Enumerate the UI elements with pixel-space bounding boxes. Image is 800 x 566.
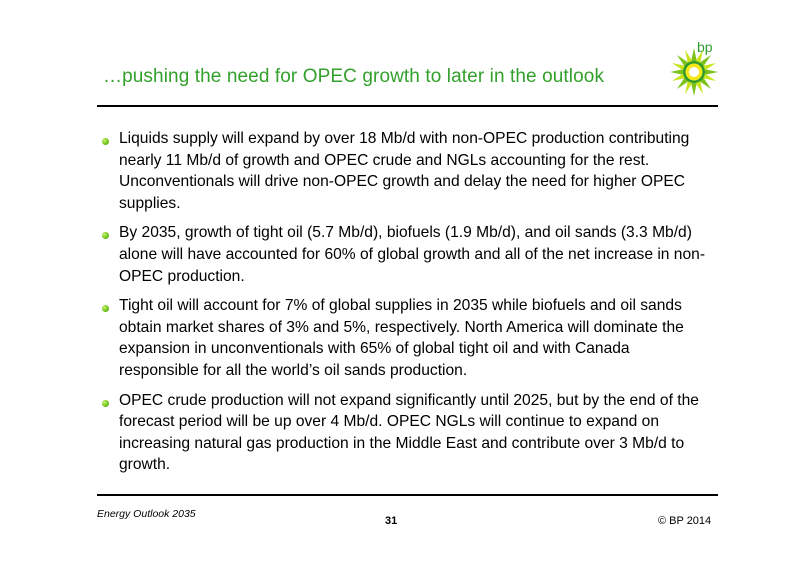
bullet-text: Liquids supply will expand by over 18 Mb… [119,130,690,212]
bullet-text: OPEC crude production will not expand si… [119,391,699,474]
footer-publication-title: Energy Outlook 2035 [97,508,196,520]
bullet-list: Liquids supply will expand by over 18 Mb… [102,128,712,484]
bullet-text: By 2035, growth of tight oil (5.7 Mb/d),… [119,224,706,285]
bullet-icon [102,138,109,145]
bullet-item: Liquids supply will expand by over 18 Mb… [102,128,712,214]
copyright-notice: © BP 2014 [658,515,712,527]
bullet-item: OPEC crude production will not expand si… [102,390,712,476]
bp-helios-logo-icon [670,48,718,96]
bullet-icon [102,305,109,313]
bullet-item: Tight oil will account for 7% of global … [102,295,712,381]
bullet-icon [102,399,109,407]
bullet-icon [102,232,109,240]
footer-divider [97,494,718,496]
header-divider [97,105,718,107]
page-number: 31 [385,515,398,527]
slide-title: …pushing the need for OPEC growth to lat… [103,66,605,87]
bullet-text: Tight oil will account for 7% of global … [119,297,684,379]
bp-logo-text: bp [697,39,713,55]
bullet-item: By 2035, growth of tight oil (5.7 Mb/d),… [102,222,712,287]
